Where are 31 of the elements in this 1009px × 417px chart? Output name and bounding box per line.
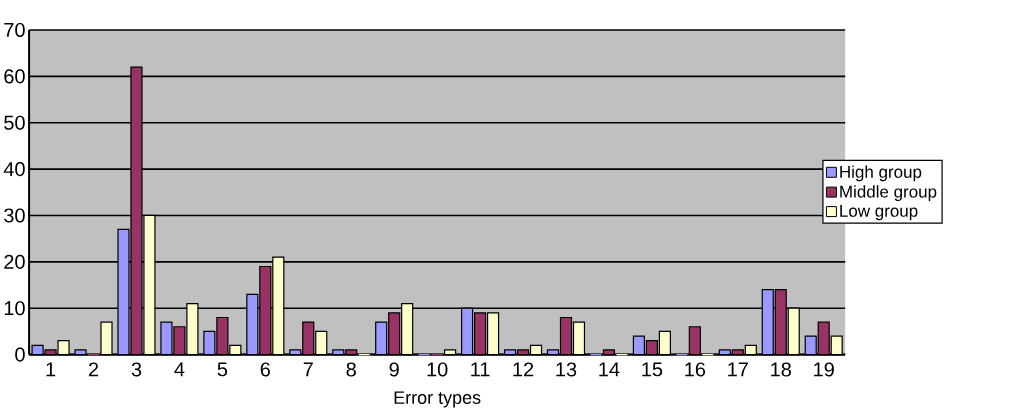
x-tick-label: 11 — [471, 362, 490, 377]
y-tick-label: 70 — [4, 23, 25, 38]
x-tick-label: 8 — [346, 362, 356, 377]
y-tick-label: 40 — [3, 162, 25, 177]
x-tick-label: 15 — [642, 362, 663, 377]
legend-label: Low group — [840, 205, 918, 221]
x-tick-label: 2 — [88, 362, 99, 377]
x-tick-label: 1 — [46, 362, 56, 377]
x-tick-label: 7 — [303, 362, 313, 377]
legend-label: Middle group — [840, 185, 937, 202]
legend-label: High group — [840, 165, 922, 182]
x-tick-label: 12 — [513, 362, 534, 377]
y-tick-label: 50 — [4, 115, 25, 131]
x-tick-label: 16 — [685, 362, 706, 377]
x-tick-label: 5 — [217, 362, 228, 377]
x-tick-label: 3 — [131, 362, 142, 377]
y-tick-label: 10 — [4, 301, 25, 316]
x-tick-label: 13 — [556, 362, 577, 377]
x-tick-label: 9 — [389, 362, 399, 377]
y-tick-label: 60 — [4, 69, 25, 84]
x-tick-label: 14 — [599, 362, 620, 377]
y-tick-label: 30 — [4, 208, 25, 223]
y-tick-label: 20 — [4, 255, 25, 270]
x-tick-label: 10 — [427, 362, 448, 377]
x-tick-label: 4 — [174, 362, 185, 377]
x-tick-label: 18 — [771, 362, 791, 377]
x-tick-label: 6 — [260, 362, 270, 377]
x-axis-title: Error types — [394, 391, 481, 408]
x-tick-label: 17 — [728, 362, 748, 377]
x-tick-label: 19 — [814, 362, 834, 377]
y-tick-label: 0 — [15, 347, 25, 362]
